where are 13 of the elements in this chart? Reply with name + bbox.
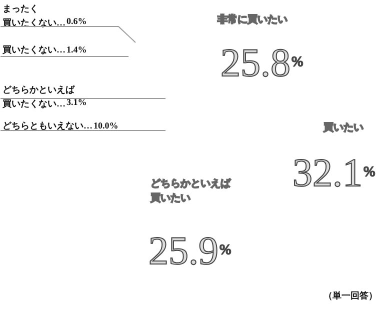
category-label: 買いたくない… [2, 44, 66, 54]
data-label: 25.8% [220, 40, 304, 85]
data-label: 1.4% [66, 44, 87, 54]
data-label: 25.9% [148, 228, 232, 273]
text: （単一回答） [324, 290, 378, 300]
category-label: 買いたい [322, 122, 364, 134]
category-label: 非常に買いたい [216, 14, 288, 26]
data-label: 0.6% [66, 16, 87, 26]
category-label: どちらかといえば買いたい [150, 178, 232, 204]
data-label: 32.1% [292, 150, 376, 195]
category-label: どちらともいえない… [2, 120, 92, 130]
data-label: 3.1% [66, 97, 87, 108]
data-label: 10.0% [94, 120, 118, 130]
